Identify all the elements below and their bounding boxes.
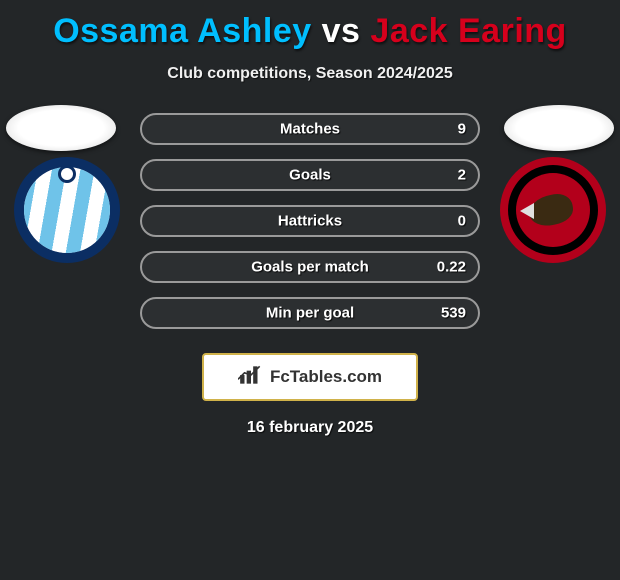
stat-bar: Matches 9 [140, 113, 480, 145]
stat-label: Matches [280, 121, 340, 138]
comparison-title: Ossama Ashley vs Jack Earing [0, 0, 620, 51]
player2-club-crest [500, 157, 606, 263]
player2-avatar-placeholder [504, 105, 614, 151]
stat-value-right: 539 [441, 305, 466, 322]
stat-label: Goals [289, 167, 331, 184]
stat-value-right: 2 [458, 167, 466, 184]
stat-bar: Hattricks 0 [140, 205, 480, 237]
player2-name: Jack Earing [370, 12, 566, 50]
stat-value-right: 0.22 [437, 259, 466, 276]
subtitle: Club competitions, Season 2024/2025 [0, 65, 620, 83]
vs-label: vs [322, 12, 361, 50]
player1-club-crest [14, 157, 120, 263]
stat-label: Goals per match [251, 259, 369, 276]
source-brand: FcTables.com [270, 367, 382, 387]
stat-bars: Matches 9 Goals 2 Hattricks 0 Goals per match 0… [140, 113, 480, 343]
stat-bar: Min per goal 539 [140, 297, 480, 329]
comparison-content: Matches 9 Goals 2 Hattricks 0 Goals per match 0… [0, 113, 620, 343]
chart-icon [238, 364, 264, 391]
snapshot-date: 16 february 2025 [0, 419, 620, 437]
player1-name: Ossama Ashley [53, 12, 312, 50]
stat-bar: Goals 2 [140, 159, 480, 191]
stat-value-right: 0 [458, 213, 466, 230]
stat-value-right: 9 [458, 121, 466, 138]
player1-avatar-placeholder [6, 105, 116, 151]
stat-label: Min per goal [266, 305, 354, 322]
source-logo[interactable]: FcTables.com [202, 353, 418, 401]
stat-bar: Goals per match 0.22 [140, 251, 480, 283]
stat-label: Hattricks [278, 213, 342, 230]
